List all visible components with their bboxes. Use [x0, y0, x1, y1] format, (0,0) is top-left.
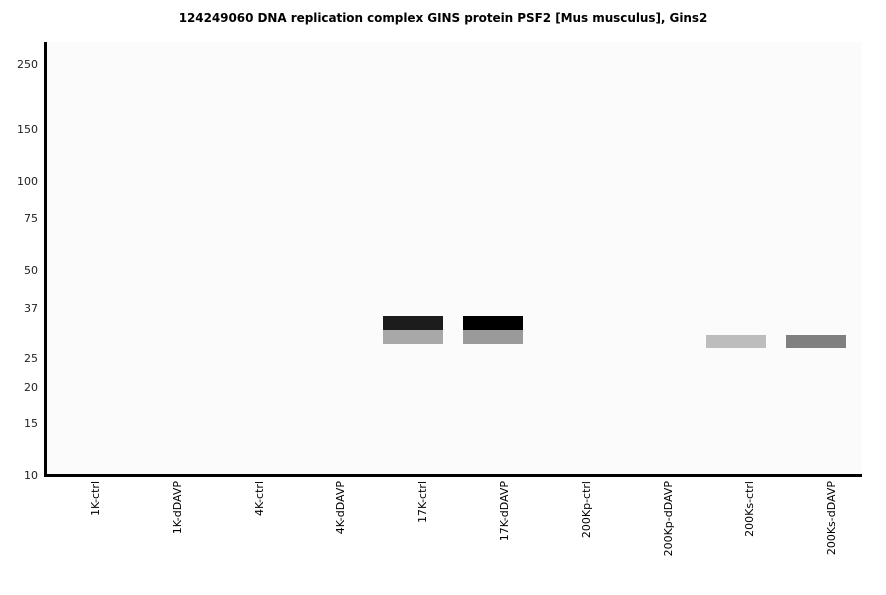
- y-tick-label-10: 10: [24, 469, 38, 482]
- y-tick-label-75: 75: [24, 211, 38, 225]
- x-tick-label-200Ks-ctrl: 200Ks-ctrl: [743, 481, 757, 537]
- y-tick-label-25: 25: [24, 352, 38, 366]
- x-tick-label-17K-ctrl: 17K-ctrl: [416, 481, 430, 523]
- x-tick-label-200Ks-dDAVP: 200Ks-dDAVP: [825, 481, 839, 556]
- y-tick-label-100: 100: [17, 175, 38, 189]
- y-axis-spine: [44, 42, 47, 477]
- x-tick-label-4K-dDAVP: 4K-dDAVP: [334, 481, 348, 535]
- gel-band-200Ks-ctrl: [706, 335, 766, 348]
- gel-band-200Ks-dDAVP: [786, 335, 846, 348]
- x-tick-label-200Kp-ctrl: 200Kp-ctrl: [579, 481, 593, 539]
- x-tick-label-1K-dDAVP: 1K-dDAVP: [170, 481, 184, 535]
- plot-area: [44, 42, 862, 476]
- gel-band-17K-dDAVP: [463, 330, 523, 344]
- gel-band-17K-ctrl: [383, 316, 443, 330]
- x-tick-label-1K-ctrl: 1K-ctrl: [88, 481, 102, 516]
- y-tick-label-250: 250: [17, 58, 38, 72]
- y-tick-label-50: 50: [24, 263, 38, 277]
- x-axis-spine: [44, 474, 862, 477]
- y-tick-label-37: 37: [24, 302, 38, 316]
- y-tick-label-150: 150: [17, 123, 38, 137]
- gel-band-17K-ctrl: [383, 330, 443, 344]
- x-tick-label-17K-dDAVP: 17K-dDAVP: [497, 481, 511, 542]
- page-title: 124249060 DNA replication complex GINS p…: [178, 11, 708, 25]
- x-tick-label-200Kp-dDAVP: 200Kp-dDAVP: [661, 481, 675, 557]
- y-tick-label-20: 20: [24, 380, 38, 394]
- gel-band-17K-dDAVP: [463, 316, 523, 330]
- x-tick-label-4K-ctrl: 4K-ctrl: [252, 481, 266, 516]
- y-tick-label-15: 15: [24, 417, 38, 431]
- y-axis-tick-labels: 250 150 100 75 50 37 25 20 15 10: [0, 0, 42, 595]
